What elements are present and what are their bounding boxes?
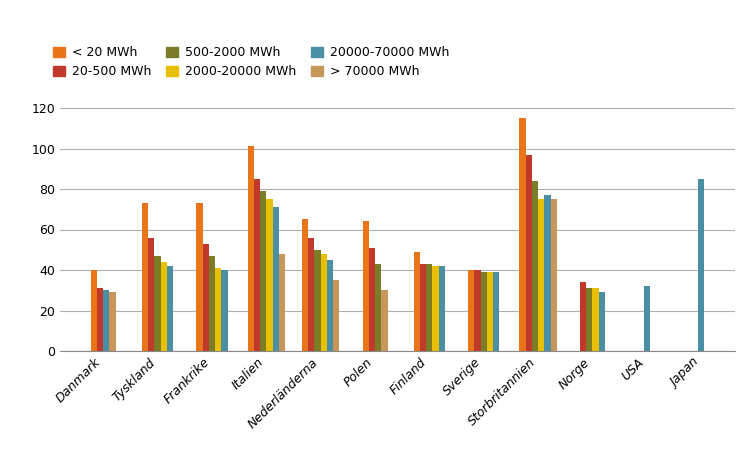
Bar [272, 207, 279, 351]
Bar [104, 290, 110, 351]
Bar [532, 181, 538, 351]
Bar [381, 290, 388, 351]
Bar [538, 199, 544, 351]
Bar [321, 254, 327, 351]
Bar [260, 191, 266, 351]
Bar [327, 260, 333, 351]
Bar [592, 288, 598, 351]
Bar [97, 288, 104, 351]
Bar [110, 292, 116, 351]
Bar [266, 199, 272, 351]
Bar [420, 264, 426, 351]
Bar [414, 252, 420, 351]
Bar [209, 256, 215, 351]
Bar [698, 179, 704, 351]
Bar [598, 292, 605, 351]
Bar [519, 118, 526, 351]
Bar [148, 238, 154, 351]
Bar [493, 272, 500, 351]
Bar [481, 272, 487, 351]
Bar [202, 244, 208, 351]
Bar [167, 266, 173, 351]
Legend: < 20 MWh, 20-500 MWh, 500-2000 MWh, 2000-20000 MWh, 20000-70000 MWh, > 70000 MWh: < 20 MWh, 20-500 MWh, 500-2000 MWh, 2000… [53, 46, 449, 78]
Bar [586, 288, 592, 351]
Bar [279, 254, 285, 351]
Bar [468, 270, 474, 351]
Bar [426, 264, 433, 351]
Bar [254, 179, 260, 351]
Bar [221, 270, 227, 351]
Bar [91, 270, 97, 351]
Bar [433, 266, 439, 351]
Bar [314, 250, 321, 351]
Bar [550, 199, 556, 351]
Bar [302, 220, 308, 351]
Bar [196, 203, 202, 351]
Bar [154, 256, 160, 351]
Bar [160, 262, 167, 351]
Bar [308, 238, 314, 351]
Bar [580, 282, 586, 351]
Bar [362, 221, 369, 351]
Bar [375, 264, 381, 351]
Bar [526, 155, 532, 351]
Bar [439, 266, 445, 351]
Bar [474, 270, 481, 351]
Bar [248, 147, 254, 351]
Bar [369, 248, 375, 351]
Bar [215, 268, 221, 351]
Bar [333, 280, 340, 351]
Bar [142, 203, 148, 351]
Bar [544, 195, 550, 351]
Bar [487, 272, 493, 351]
Bar [644, 286, 650, 351]
